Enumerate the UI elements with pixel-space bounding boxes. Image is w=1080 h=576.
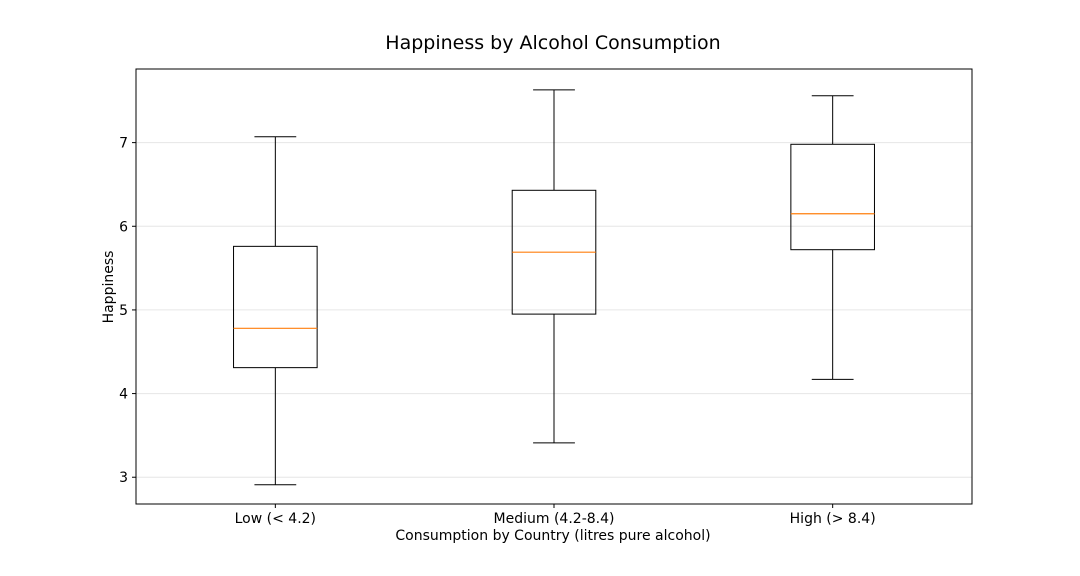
x-axis-label: Consumption by Country (litres pure alco…: [395, 528, 710, 544]
box-group: [233, 136, 318, 486]
box-group: [790, 95, 875, 380]
x-tick-label: High (> 8.4): [790, 511, 876, 527]
y-tick-label: 7: [119, 136, 128, 152]
y-axis-label: Happiness: [101, 251, 117, 324]
y-tick-label: 4: [119, 387, 128, 403]
iqr-box: [233, 245, 318, 369]
box-plots: [233, 89, 875, 486]
chart-title: Happiness by Alcohol Consumption: [385, 32, 720, 54]
y-tick-label: 6: [119, 219, 128, 235]
iqr-box: [790, 143, 875, 251]
y-tick-label: 3: [119, 470, 128, 486]
x-tick-label: Low (< 4.2): [235, 511, 316, 527]
box-group: [511, 89, 597, 444]
y-tick-label: 5: [119, 303, 128, 319]
x-tick-label: Medium (4.2-8.4): [494, 511, 615, 527]
axes: 3 4 5 6 7 Low (< 4.2) Medium (4.2-8.4) High (> …: [119, 136, 876, 527]
